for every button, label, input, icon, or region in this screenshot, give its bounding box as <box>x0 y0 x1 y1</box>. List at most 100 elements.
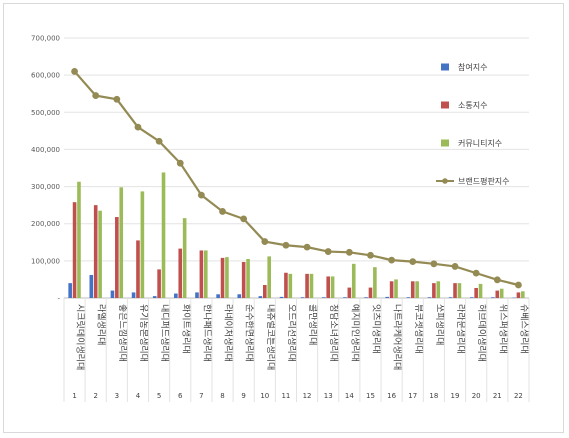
y-tick-label: 300,000 <box>31 183 60 191</box>
x-category-label: 라네이처생리대 <box>223 304 235 362</box>
bar-3 <box>478 283 483 298</box>
bar-3 <box>499 288 504 298</box>
bar-3 <box>415 281 419 298</box>
line-point <box>345 248 353 256</box>
x-category-label: 슈베스생리대 <box>518 304 529 354</box>
bar-1 <box>448 297 453 298</box>
x-index-label: 19 <box>451 392 460 400</box>
x-index-label: 15 <box>366 392 375 400</box>
bar-1 <box>491 297 495 298</box>
bar-3 <box>351 263 356 298</box>
bar-1 <box>322 297 326 298</box>
bar-2 <box>495 290 500 298</box>
x-index-label: 16 <box>387 392 396 400</box>
chart: - 100,000 200,000 300,000 400,000 500,000 600,… <box>31 35 530 402</box>
bar-2 <box>368 287 373 298</box>
bar-2 <box>178 248 183 298</box>
line-point <box>197 191 205 199</box>
bar-2 <box>241 261 246 298</box>
bar-3 <box>436 281 441 298</box>
x-index-label: 3 <box>115 392 119 400</box>
bar-3 <box>330 276 335 298</box>
x-index-label: 6 <box>178 392 183 400</box>
bar-1 <box>195 292 199 298</box>
line-point <box>71 68 78 75</box>
x-category-label: 허브데이생리대 <box>476 304 487 362</box>
bar-2 <box>410 281 415 298</box>
x-category-label: 잇츠미생리대 <box>370 304 382 354</box>
line-point <box>409 258 417 265</box>
line-point <box>261 238 269 245</box>
x-category-label: 라라문생리대 <box>455 304 466 354</box>
bar-3 <box>288 273 293 298</box>
line-point <box>493 276 501 284</box>
bar-2 <box>157 269 161 298</box>
legend-marker <box>442 178 448 184</box>
bar-1 <box>258 296 263 298</box>
y-axis-ticks: - 100,000 200,000 300,000 400,000 500,000 600,… <box>31 35 60 303</box>
bar-1 <box>237 294 242 298</box>
bar-1 <box>279 296 284 298</box>
bar-2 <box>326 276 331 298</box>
bar-1 <box>89 274 94 298</box>
x-category-label: 유기농본생리대 <box>138 304 149 362</box>
bar-1 <box>427 297 432 298</box>
bar-1 <box>152 296 157 298</box>
line-point <box>430 260 438 268</box>
bar-1 <box>216 294 220 298</box>
x-category-label: 라엘생리대 <box>96 304 107 345</box>
bar-3 <box>203 250 208 298</box>
x-category-label: 콜만생리대 <box>307 304 318 345</box>
x-index-label: 21 <box>493 392 502 400</box>
x-category-label: 청담소녀생리대 <box>328 304 340 362</box>
x-index-label: 13 <box>324 392 333 400</box>
bar-2 <box>199 250 204 298</box>
bar-1 <box>385 296 390 298</box>
bar-3 <box>457 283 462 298</box>
line-brand-reputation <box>73 70 519 287</box>
line-point <box>219 208 226 215</box>
bar-1 <box>300 297 305 298</box>
y-tick-label: 500,000 <box>31 109 60 117</box>
bar-series <box>68 172 525 298</box>
bar-2 <box>262 285 267 298</box>
bar-3 <box>267 256 271 298</box>
x-category-label: 화이트생리대 <box>180 304 191 354</box>
line-point <box>240 215 248 223</box>
bar-3 <box>161 172 166 298</box>
bar-3 <box>77 181 81 298</box>
bar-3 <box>373 267 377 298</box>
bar-2 <box>220 257 225 298</box>
line-point <box>92 92 100 99</box>
bar-1 <box>174 293 178 298</box>
line-point <box>388 256 396 264</box>
y-tick-label: 600,000 <box>31 72 60 80</box>
x-category-label: 한나패드생리대 <box>201 304 212 362</box>
x-category-label: 좋은느낌생리대 <box>117 304 129 362</box>
bar-1 <box>110 290 115 298</box>
bar-1 <box>68 283 72 298</box>
line-point <box>303 243 311 251</box>
x-category-label: 쏘피생리대 <box>434 304 445 345</box>
line-point <box>134 123 142 131</box>
bar-2 <box>93 205 98 298</box>
legend-swatch <box>441 63 449 71</box>
x-index-label: 17 <box>408 392 417 400</box>
y-tick-label: 200,000 <box>31 220 60 228</box>
x-index-label: 9 <box>241 392 245 400</box>
bar-3 <box>182 218 187 298</box>
line-point <box>155 137 163 145</box>
x-category-label: 뷰코셋생리대 <box>413 304 424 354</box>
x-category-label: 나트라케어생리대 <box>392 304 403 370</box>
bar-2 <box>136 240 140 298</box>
x-index-label: 14 <box>345 392 354 400</box>
bar-2 <box>305 273 309 298</box>
y-tick-label: 700,000 <box>31 35 60 43</box>
legend-label: 참여지수 <box>458 62 487 72</box>
bar-3 <box>225 257 229 298</box>
line-point <box>515 281 522 289</box>
x-index-label: 11 <box>281 392 290 400</box>
x-category-label: 예지미인생리대 <box>349 304 360 362</box>
bar-3 <box>309 273 314 298</box>
line-series <box>71 68 522 289</box>
